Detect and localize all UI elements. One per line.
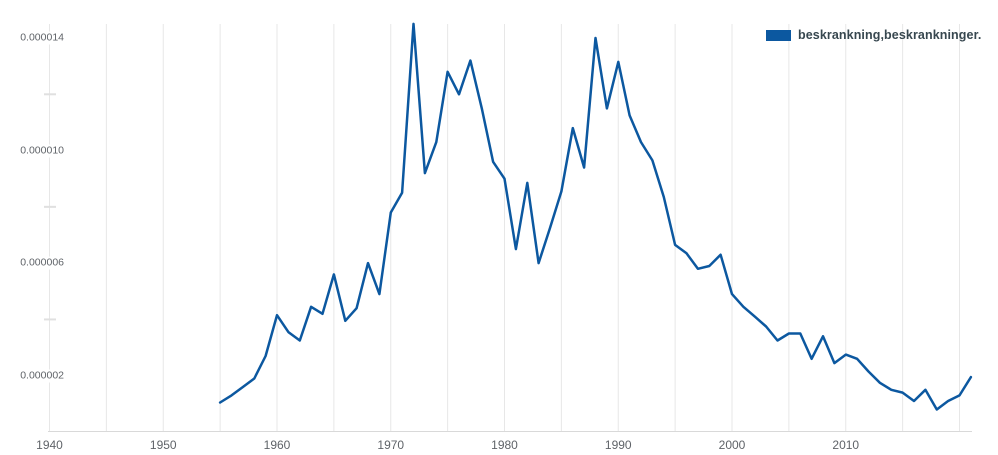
x-tick-label: 1970: [377, 438, 405, 452]
series-line[interactable]: [218, 22, 973, 411]
y-tick-label: 0.000006: [14, 256, 64, 270]
x-tick-label: 2010: [832, 438, 860, 452]
x-tick-label: 2000: [718, 438, 746, 452]
x-tick-label: 1940: [36, 438, 63, 452]
legend: beskrankning,beskrankninger.: [766, 24, 981, 46]
x-tick-label: 1990: [604, 438, 632, 452]
y-tick-label: 0.000002: [14, 369, 64, 383]
y-tick-label: 0.000014: [14, 31, 64, 45]
x-tick-label: 1960: [263, 438, 291, 452]
y-tick-label: 0.000010: [14, 144, 64, 158]
legend-color-swatch[interactable]: [766, 29, 791, 41]
legend-label[interactable]: beskrankning,beskrankninger.: [798, 28, 982, 42]
x-tick-label: 1950: [149, 438, 177, 452]
x-tick-label: 1980: [491, 438, 518, 452]
